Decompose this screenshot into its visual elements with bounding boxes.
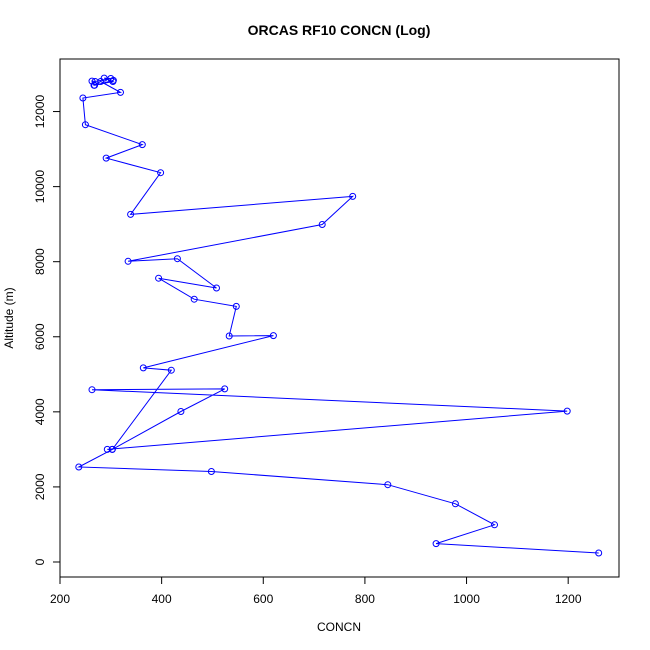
data-point (167, 366, 175, 374)
data-point (207, 468, 215, 475)
data-point (190, 295, 198, 303)
series-line (76, 77, 599, 554)
data-point (109, 76, 117, 84)
data-point (349, 192, 357, 200)
data-point (108, 445, 116, 453)
y-tick-label: 10000 (33, 170, 47, 204)
y-tick-label: 12000 (33, 95, 47, 129)
data-point (75, 463, 83, 471)
data-point (451, 500, 459, 508)
x-tick-label: 1000 (453, 592, 480, 606)
y-tick-label: 0 (33, 558, 47, 565)
chart-title: ORCAS RF10 CONCN (Log) (248, 22, 431, 38)
x-axis-label: CONCN (317, 620, 361, 634)
data-point (81, 121, 89, 129)
x-tick-label: 200 (50, 592, 70, 606)
data-point (124, 257, 132, 265)
data-point (269, 332, 277, 340)
data-point (79, 94, 87, 102)
data-point (155, 274, 163, 282)
y-tick-label: 6000 (33, 323, 47, 350)
data-point (88, 386, 96, 394)
data-point (595, 549, 603, 557)
points-layer (75, 74, 603, 557)
plot-frame (59, 58, 620, 578)
x-tick-label: 400 (152, 592, 172, 606)
x-tick-label: 1200 (555, 592, 582, 606)
data-point (384, 481, 392, 489)
data-point (173, 255, 181, 263)
data-point (318, 221, 326, 228)
y-tick-label: 2000 (33, 473, 47, 500)
y-axis-label: Altitude (m) (2, 287, 16, 348)
y-axis: 0 2000 4000 6000 8000 10000 12000 (33, 95, 61, 565)
data-point (138, 141, 146, 149)
data-point (491, 521, 498, 529)
data-point (117, 88, 124, 96)
data-point (102, 154, 110, 162)
x-tick-label: 800 (355, 592, 375, 606)
data-point (221, 385, 229, 393)
data-point (432, 540, 440, 548)
y-tick-label: 4000 (33, 398, 47, 425)
data-point (157, 169, 165, 177)
data-point (100, 74, 108, 82)
x-tick-label: 600 (253, 592, 273, 606)
data-point (232, 302, 240, 310)
data-point (127, 210, 135, 218)
data-point (103, 445, 111, 453)
data-point (177, 408, 185, 415)
y-tick-label: 8000 (33, 248, 47, 275)
data-point (139, 364, 147, 372)
data-point (213, 284, 220, 292)
data-point (225, 332, 233, 340)
data-point (91, 78, 99, 85)
data-point (91, 81, 99, 89)
series-layer (76, 77, 599, 554)
data-point (563, 407, 571, 415)
x-axis: 200 400 600 800 1000 1200 (50, 576, 582, 606)
